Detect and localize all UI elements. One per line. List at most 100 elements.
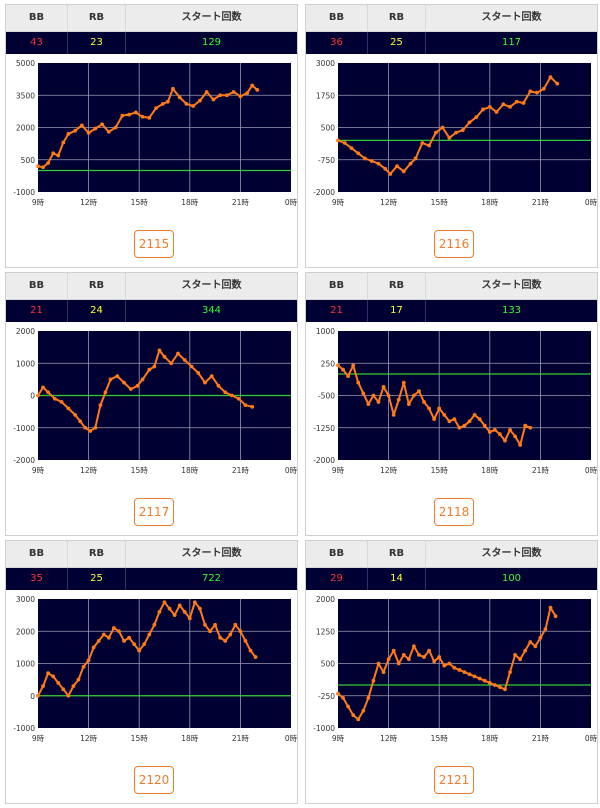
data-point [133, 110, 138, 115]
data-point [142, 642, 147, 647]
machine-number-button[interactable]: 2116 [434, 230, 474, 258]
data-point [482, 423, 487, 428]
data-point [440, 125, 445, 130]
data-point [447, 135, 452, 140]
y-tick-label: -500 [318, 392, 335, 401]
data-point [182, 610, 187, 614]
rb-header: RB [68, 541, 126, 567]
stats-values: 43 23 129 [6, 32, 297, 54]
machine-card: BB RB スタート回数 43 23 129 5000 3500 2000 500 -1… [5, 4, 298, 268]
x-tick-label: 18時 [481, 198, 499, 207]
x-tick-label: 15時 [131, 734, 149, 743]
data-point [528, 89, 533, 94]
stats-values: 29 14 100 [306, 568, 597, 590]
data-point [122, 639, 126, 643]
data-point [51, 674, 56, 679]
data-point [187, 616, 192, 621]
data-point [406, 402, 411, 406]
data-point [513, 653, 517, 657]
data-point [381, 670, 386, 674]
data-point [477, 417, 482, 422]
data-point [498, 432, 502, 437]
data-point [191, 104, 196, 108]
data-point [356, 717, 361, 722]
data-point [157, 610, 162, 614]
data-point [487, 104, 492, 109]
y-tick-label: -2000 [313, 188, 335, 197]
rb-count: 25 [68, 568, 126, 590]
data-point [342, 141, 347, 145]
bb-header: BB [306, 273, 368, 299]
x-tick-label: 0時 [585, 198, 598, 207]
data-point [371, 678, 376, 683]
stats-header: BB RB スタート回数 [6, 273, 297, 300]
data-point [487, 430, 492, 434]
stats-header: BB RB スタート回数 [306, 541, 597, 568]
data-point [460, 128, 465, 132]
bb-header: BB [6, 5, 68, 31]
machine-card: BB RB スタート回数 21 24 344 2000 1000 0 -1000 -20… [5, 272, 298, 536]
rb-count: 14 [368, 568, 426, 590]
data-point [371, 393, 376, 398]
data-point [413, 156, 418, 161]
data-point [422, 400, 426, 404]
y-tick-label: 1750 [316, 91, 335, 100]
data-point [127, 112, 131, 117]
machine-number-button[interactable]: 2117 [134, 498, 174, 526]
data-point [492, 428, 497, 432]
data-point [204, 90, 209, 94]
data-point [245, 91, 250, 95]
data-point [56, 153, 61, 158]
data-point [46, 161, 51, 165]
bb-count: 35 [6, 568, 68, 590]
data-point [167, 606, 172, 611]
data-point [253, 655, 258, 659]
data-point [233, 622, 238, 627]
bb-count: 29 [306, 568, 368, 590]
machine-number-button[interactable]: 2120 [134, 766, 174, 794]
start-count-header: スタート回数 [481, 280, 542, 291]
data-point [406, 657, 411, 662]
x-tick-label: 9時 [332, 198, 345, 207]
y-tick-label: 250 [321, 359, 336, 368]
x-tick-label: 18時 [181, 734, 199, 743]
bb-count: 43 [6, 32, 68, 54]
start-count-header: スタート回数 [481, 548, 542, 559]
data-point [162, 600, 167, 605]
x-tick-label: 18時 [181, 198, 199, 207]
start-count: 117 [501, 37, 522, 48]
data-point [59, 400, 64, 404]
machine-number-button[interactable]: 2118 [434, 498, 474, 526]
machine-number-button[interactable]: 2115 [134, 230, 174, 258]
x-tick-label: 12時 [380, 198, 398, 207]
data-point [553, 614, 558, 619]
data-point [498, 685, 502, 690]
data-point [427, 648, 431, 653]
machine-number-button[interactable]: 2121 [434, 766, 474, 794]
x-tick-label: 9時 [32, 198, 45, 207]
y-tick-label: -1250 [313, 424, 335, 433]
data-point [46, 390, 51, 395]
data-point [36, 393, 40, 398]
data-point [336, 691, 340, 696]
data-point [336, 363, 340, 368]
data-point [117, 629, 121, 634]
data-point [442, 663, 447, 668]
data-point [503, 687, 507, 692]
data-point [474, 115, 479, 120]
data-point [481, 107, 485, 112]
x-tick-label: 18時 [481, 734, 499, 743]
data-point [369, 159, 374, 163]
data-point [514, 99, 519, 104]
data-point [160, 101, 165, 106]
data-point [203, 622, 207, 627]
x-tick-label: 12時 [80, 466, 98, 475]
data-point [521, 101, 526, 105]
y-tick-label: 3500 [16, 91, 35, 100]
data-point [177, 95, 182, 100]
stats-values: 21 17 133 [306, 300, 597, 322]
data-point [140, 114, 145, 119]
